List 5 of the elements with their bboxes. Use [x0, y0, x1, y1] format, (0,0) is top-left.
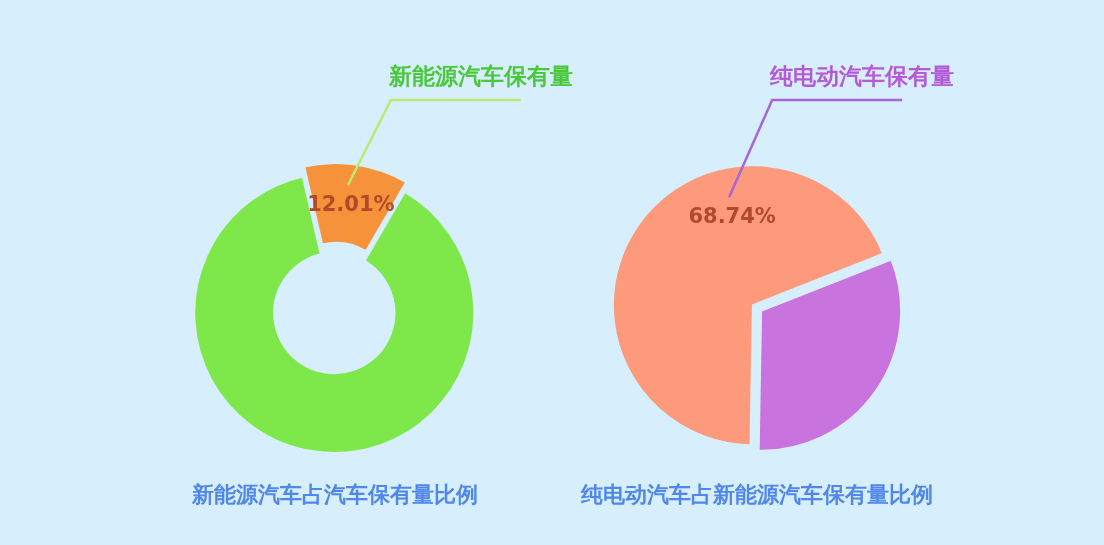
slice-label: 新能源汽车保有量	[387, 63, 573, 89]
slice-label: 纯电动汽车保有量	[769, 63, 955, 89]
text: 纯电动汽车占新能源汽车保有量比例	[580, 482, 933, 507]
data-label: 68.74%	[688, 204, 776, 229]
text: 新能源汽车占汽车保有量比例	[191, 482, 478, 507]
